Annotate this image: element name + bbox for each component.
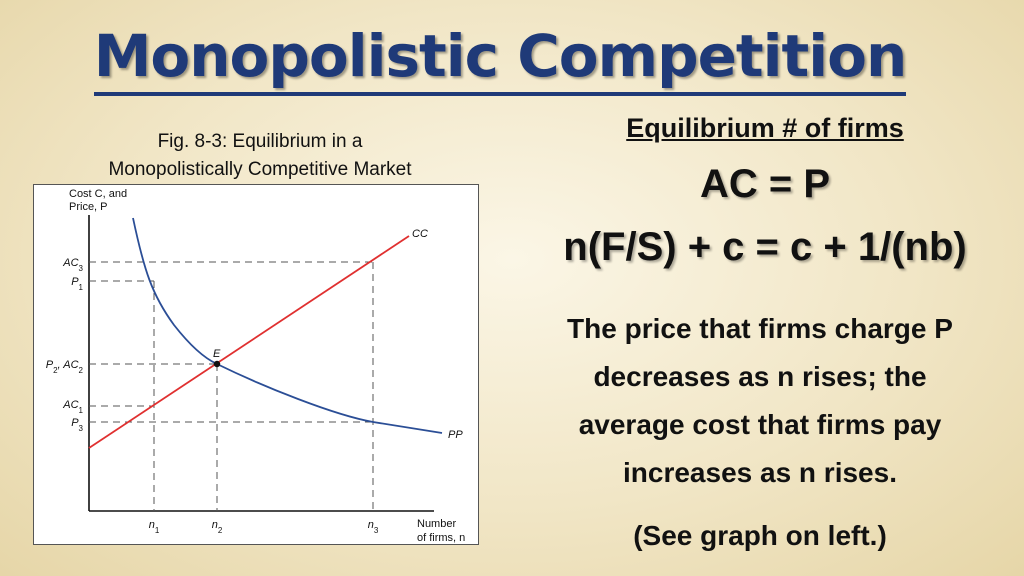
caption-line-2: Monopolistically Competitive Market: [108, 159, 412, 180]
explanation-line-2: decreases as n rises; the: [593, 361, 927, 392]
caption-line-1: Fig. 8-3: Equilibrium in a: [157, 131, 363, 152]
guide-lines: [89, 261, 374, 511]
equilibrium-heading-text: Equilibrium # of firms: [626, 113, 904, 143]
y-axis-label-line-1: Cost C, and: [69, 188, 127, 200]
cc-curve: [88, 235, 410, 449]
x-label-n3: n3: [368, 519, 379, 535]
explanation-line-3: average cost that firms pay: [578, 409, 942, 440]
y-label-p2-ac2: P2, AC2: [46, 359, 84, 375]
see-graph-note: (See graph on left.): [633, 520, 887, 551]
x-axis-label-line-2: of firms, n: [417, 532, 465, 544]
figure-caption: Fig. 8-3: Equilibrium in a Monopolistica…: [40, 128, 480, 184]
y-label-ac1: AC1: [62, 399, 83, 415]
x-label-n1: n1: [149, 519, 160, 535]
y-label-ac3: AC3: [62, 257, 83, 273]
explanation-text: The price that firms charge P decreases …: [510, 305, 1010, 497]
pp-curve: [132, 217, 443, 434]
x-axis-label-line-1: Number: [417, 518, 456, 530]
explanation-line-1: The price that firms charge P: [567, 313, 953, 344]
y-axis-label-line-2: Price, P: [69, 201, 108, 213]
diagram-svg: Cost C, and Price, P Number of firms, n …: [46, 188, 466, 544]
equilibrium-point: [213, 360, 221, 368]
y-label-p3: P3: [71, 417, 83, 433]
explanation-line-4: increases as n rises.: [623, 457, 897, 488]
equilibrium-heading: Equilibrium # of firms: [520, 113, 1010, 144]
pp-curve-label: PP: [448, 429, 463, 441]
equation-main: AC = P: [699, 162, 831, 206]
slide-title-text: Monopolistic Competition: [93, 22, 907, 96]
point-e-label: E: [213, 348, 221, 360]
x-label-n2: n2: [212, 519, 223, 535]
y-label-p1: P1: [71, 276, 83, 292]
cc-curve-label: CC: [412, 228, 428, 240]
slide-title: Monopolistic Competition: [0, 22, 1000, 96]
equilibrium-diagram: Cost C, and Price, P Number of firms, n …: [33, 184, 479, 545]
equation-formula: n(F/S) + c = c + 1/(nb): [563, 225, 967, 269]
